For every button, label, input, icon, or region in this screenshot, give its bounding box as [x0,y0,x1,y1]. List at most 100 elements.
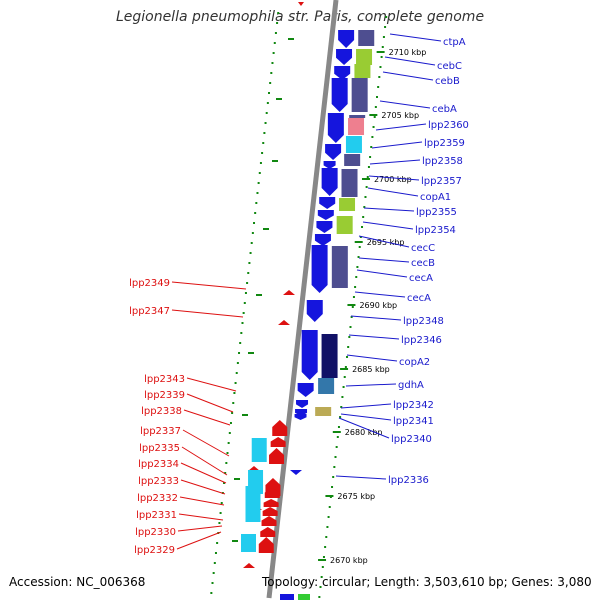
gc-dot [380,56,383,58]
gc-dot [352,296,355,298]
minus-gene-arrow [311,245,328,293]
gene-label-lpp2331[interactable]: lpp2331 [136,510,224,521]
minus-gene-arrow [325,144,342,160]
gene-label-lpp2332[interactable]: lpp2332 [137,493,225,506]
label-leader-line [182,429,230,457]
gc-dot [324,546,327,548]
gc-dot [362,216,365,218]
gc-dot [319,586,322,588]
gene-label-lpp2336[interactable]: lpp2336 [335,475,429,486]
cog-block [344,154,361,166]
cog-block [241,534,257,552]
gene-labels[interactable]: ctpA cebC cebB cebA lpp2360 lpp2359 lpp2358 lpp… [129,33,469,556]
gene-label-lpp2355[interactable]: lpp2355 [363,207,457,218]
gene-label-cebA[interactable]: cebA [379,100,457,115]
plus-gene-arrow [260,527,276,537]
gc-dot [327,516,330,518]
gene-label-lpp2341[interactable]: lpp2341 [340,413,434,427]
gc-dash [272,160,278,162]
gene-label-lpp2343[interactable]: lpp2343 [144,374,237,392]
gc-dot [337,426,340,428]
gene-label-lpp2347[interactable]: lpp2347 [129,306,244,318]
gene-label-lpp2358[interactable]: lpp2358 [369,156,463,167]
gene-label-lpp2334[interactable]: lpp2334 [138,459,227,484]
gc-dot [370,146,373,148]
gene-label-lpp2349[interactable]: lpp2349 [129,278,247,290]
gc-dot [374,106,377,108]
gc-dot [216,542,219,544]
label-leader-line [362,221,414,230]
gc-dot [350,316,353,318]
gc-dot [231,412,234,414]
gene-label-lpp2333[interactable]: lpp2333 [138,476,226,495]
gene-label-lpp2357[interactable]: lpp2357 [368,175,462,187]
gene-label-text: copA2 [399,357,430,368]
gene-label-lpp2330[interactable]: lpp2330 [135,525,223,538]
gc-dot [239,342,242,344]
cog-block [339,198,356,211]
label-leader-line [354,291,406,298]
gene-label-copA1[interactable]: copA1 [367,187,451,203]
gene-label-text: cecA [407,293,431,304]
gene-label-lpp2337[interactable]: lpp2337 [140,426,230,457]
gene-label-lpp2354[interactable]: lpp2354 [362,221,456,236]
gene-label-lpp2346[interactable]: lpp2346 [348,334,442,346]
gc-dot [249,252,252,254]
gene-label-cecB[interactable]: cecB [358,257,435,269]
gene-label-cecA[interactable]: cecA [356,269,433,284]
gc-dot [212,572,215,574]
gc-dot [218,522,221,524]
gene-label-lpp2342[interactable]: lpp2342 [340,400,434,411]
gc-dot [340,406,343,408]
gc-dot [247,272,250,274]
label-leader-line [356,269,408,278]
gc-dot [366,176,369,178]
label-leader-line [335,475,387,480]
gene-label-lpp2359[interactable]: lpp2359 [371,138,465,149]
gene-label-lpp2329[interactable]: lpp2329 [134,531,222,556]
gene-label-gdhA[interactable]: gdhA [345,380,424,391]
gene-label-ctpA[interactable]: ctpA [389,33,466,48]
gc-dot [365,186,368,188]
gene-label-lpp2338[interactable]: lpp2338 [141,406,231,426]
label-leader-line [379,100,431,109]
cog-block [298,594,310,600]
gene-label-text: cebC [437,61,462,72]
plus-gene-arrow [258,537,274,553]
minus-gene-arrow [323,161,336,169]
gc-dot [234,382,237,384]
gene-label-lpp2335[interactable]: lpp2335 [139,443,228,476]
scale-label: 2705 kbp [381,111,419,120]
gc-dash [248,352,254,354]
gc-dot [348,336,351,338]
cog-block [345,136,362,153]
gene-label-cecA[interactable]: cecA [354,291,431,304]
gene-label-text: lpp2347 [129,306,170,317]
gc-dot [250,242,253,244]
gc-dot [331,486,334,488]
gc-dot [248,262,251,264]
gene-label-lpp2340[interactable]: lpp2340 [338,417,432,445]
gc-dot [358,246,361,248]
gene-label-text: lpp2358 [422,156,463,167]
gc-dot [224,472,227,474]
gene-label-lpp2348[interactable]: lpp2348 [350,315,444,327]
scale-label: 2675 kbp [337,492,375,501]
label-leader-line [186,377,237,392]
gene-label-cecC[interactable]: cecC [358,235,435,254]
gene-label-text: lpp2330 [135,527,176,538]
gc-dot [385,16,388,18]
gene-label-cebB[interactable]: cebB [382,71,460,87]
gc-dot [223,482,226,484]
minus-gene-arrow [316,221,333,233]
map-title: Legionella pneumophila str. Paris, compl… [115,9,485,25]
gene-label-text: lpp2360 [428,120,469,131]
gc-dot [332,476,335,478]
gene-label-lpp2360[interactable]: lpp2360 [375,120,469,131]
cog-block [331,246,348,288]
gene-label-cebC[interactable]: cebC [384,56,462,72]
plus-gene-arrow [283,290,295,295]
gene-label-lpp2339[interactable]: lpp2339 [144,390,234,413]
gene-label-copA2[interactable]: copA2 [346,354,430,368]
